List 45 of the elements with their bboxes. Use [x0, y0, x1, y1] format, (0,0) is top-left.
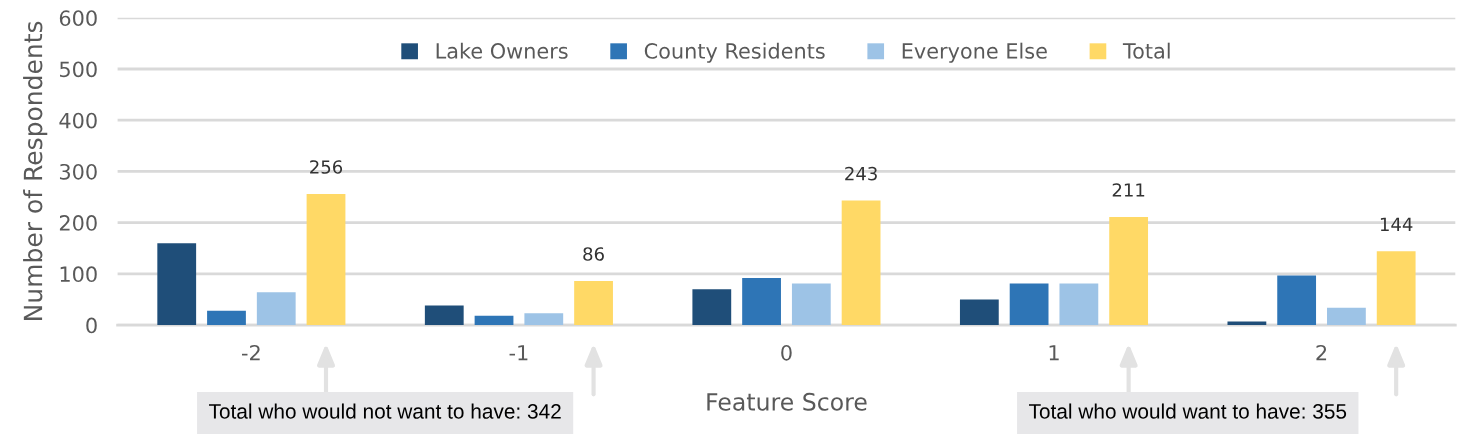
y-tick-label: 100: [60, 266, 97, 283]
y-tick-label: 500: [60, 61, 97, 78]
bar: [524, 313, 564, 326]
x-tick-label: -2: [242, 344, 260, 361]
x-tick-label: 2: [1316, 344, 1327, 361]
legend-label: Total: [1122, 42, 1170, 59]
legend-label: Lake Owners: [436, 42, 568, 59]
bar: [1009, 283, 1049, 326]
x-axis-title: Feature Score: [707, 392, 867, 411]
bar: [424, 305, 464, 326]
bar: [841, 200, 881, 326]
legend-label: County Residents: [644, 42, 825, 63]
bar: [306, 193, 346, 326]
data-label: 256: [310, 160, 343, 174]
bar: [1059, 283, 1099, 326]
bar: [207, 310, 246, 326]
legend-label: Everyone Else: [902, 42, 1047, 63]
y-tick-label: 400: [59, 112, 97, 129]
text: Total who would not want to have: 342: [209, 403, 561, 419]
bar: [574, 281, 613, 326]
bar: [742, 277, 781, 326]
bar: [157, 243, 197, 326]
x-tick-label: -1: [509, 345, 528, 361]
bar: [474, 315, 514, 326]
x-tick-label: 1: [1049, 345, 1059, 361]
x-tick-label: 0: [781, 344, 792, 361]
bar: [256, 292, 296, 326]
y-tick-label: 200: [59, 215, 97, 231]
y-tick-label: 0: [86, 317, 97, 334]
data-label: 243: [845, 166, 877, 181]
y-tick-label: 300: [59, 163, 97, 180]
y-axis-title: Number of Respondents: [23, 21, 48, 320]
y-tick-label: 600: [59, 10, 97, 27]
bar: [1376, 251, 1416, 326]
bar: [692, 289, 732, 326]
data-label: 144: [1380, 217, 1413, 231]
bar: [791, 283, 831, 326]
text: Total who would want to have: 355: [1029, 403, 1347, 419]
data-label: 86: [583, 247, 604, 261]
bar: [1327, 307, 1366, 326]
bar: [1277, 275, 1317, 326]
bar: [959, 299, 999, 326]
bar: [1109, 217, 1149, 326]
bar: [1227, 321, 1267, 326]
data-label: 211: [1112, 183, 1145, 197]
